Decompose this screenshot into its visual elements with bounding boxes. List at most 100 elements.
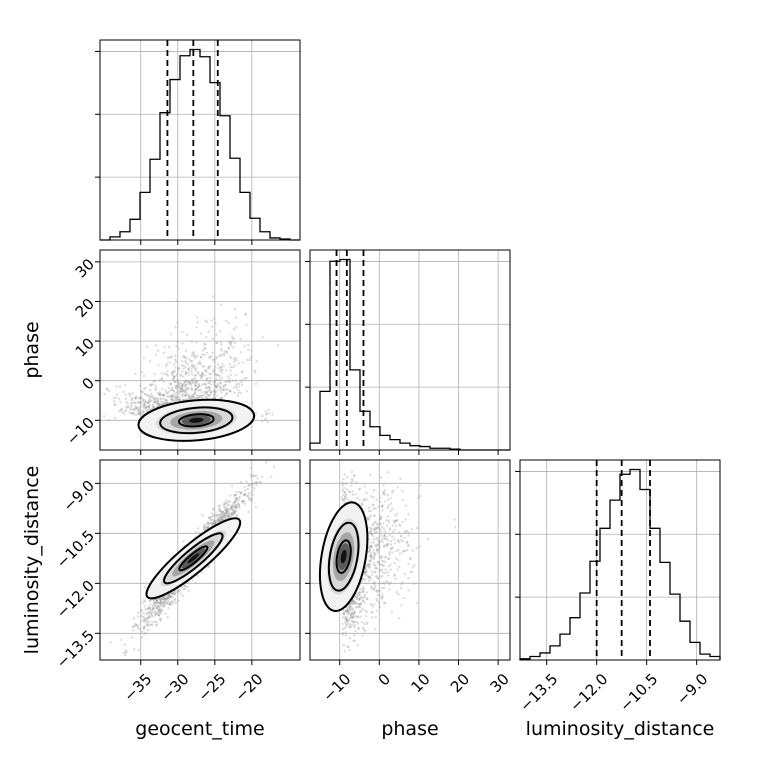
scatter-point [169,395,172,398]
scatter-point [124,406,128,409]
scatter-point [179,374,182,378]
scatter-point [363,601,366,604]
scatter-point [147,616,151,619]
scatter-point [147,610,151,614]
scatter-point [160,403,164,406]
scatter-point [403,536,406,539]
scatter-point [256,477,259,480]
scatter-point [229,494,232,497]
histogram-bin [330,261,340,450]
scatter-point [242,493,246,497]
scatter-point [370,555,374,559]
scatter-point [157,605,160,609]
scatter-point [345,488,349,491]
scatter-point [186,363,189,366]
scatter-point [204,382,207,385]
scatter-point [156,402,159,406]
scatter-point [223,516,226,519]
scatter-point [145,405,148,409]
scatter-point [169,383,173,386]
scatter-point [378,606,382,609]
scatter-point [152,610,155,614]
scatter-point [148,359,152,363]
scatter-point [148,401,151,404]
scatter-point [180,390,183,394]
scatter-point [145,618,149,621]
scatter-point [154,397,158,400]
scatter-point [163,598,167,601]
scatter-point [201,372,204,375]
scatter-point [166,374,170,377]
scatter-point [140,370,143,374]
scatter-point [225,392,229,395]
scatter-point [201,514,204,517]
scatter-point [175,344,178,348]
scatter-point [401,550,405,553]
scatter-point [153,602,156,605]
scatter-point [356,497,359,500]
scatter-point [181,390,184,393]
scatter-point [149,383,152,387]
scatter-point [191,352,194,355]
scatter-point [232,509,235,512]
scatter-point [236,502,240,505]
scatter-point [219,385,222,389]
scatter-point [227,504,230,507]
scatter-point [156,349,160,352]
scatter-point [227,346,230,350]
scatter-point [140,614,144,618]
scatter-point [351,599,354,603]
scatter-point [145,406,148,410]
scatter-point [204,319,207,322]
scatter-point [370,611,373,614]
scatter-point [407,544,410,547]
scatter-point [357,604,361,607]
scatter-point [254,412,258,415]
scatter-point [368,566,372,569]
scatter-point [194,369,198,373]
scatter-point [219,509,222,513]
scatter-point [169,601,173,604]
scatter-point [158,393,161,397]
scatter-point [218,519,221,523]
scatter-point [153,399,156,403]
scatter-point [232,346,235,349]
scatter-point [139,413,142,416]
scatter-point [213,369,216,372]
scatter-point [175,395,178,399]
scatter-point [232,327,236,331]
scatter-point [127,392,130,396]
scatter-point [172,395,175,399]
scatter-point [230,356,233,360]
scatter-point [453,518,456,521]
scatter-point [363,570,367,574]
scatter-point [133,401,136,405]
scatter-point [255,474,258,477]
histogram-bin [150,159,160,240]
scatter-point [150,392,153,396]
histogram-bin [190,50,200,240]
scatter-point [375,574,378,578]
scatter-point [155,601,159,605]
scatter-point [375,589,378,592]
scatter-point [154,598,157,601]
scatter-point [356,622,360,625]
scatter-point [176,590,180,594]
scatter-point [187,373,191,376]
scatter-point [362,628,366,631]
scatter-point [155,599,159,602]
scatter-point [373,514,376,518]
scatter-point [209,394,212,397]
scatter-point [227,515,230,518]
scatter-point [240,370,244,374]
scatter-point [352,601,355,604]
histogram-bin [570,618,580,660]
scatter-point [165,598,168,601]
scatter-point [210,391,213,395]
histogram-bin [370,427,380,450]
scatter-point [374,520,377,524]
scatter-point [243,502,247,505]
scatter-point [371,524,375,527]
scatter-point [363,497,366,500]
scatter-point [147,605,150,609]
